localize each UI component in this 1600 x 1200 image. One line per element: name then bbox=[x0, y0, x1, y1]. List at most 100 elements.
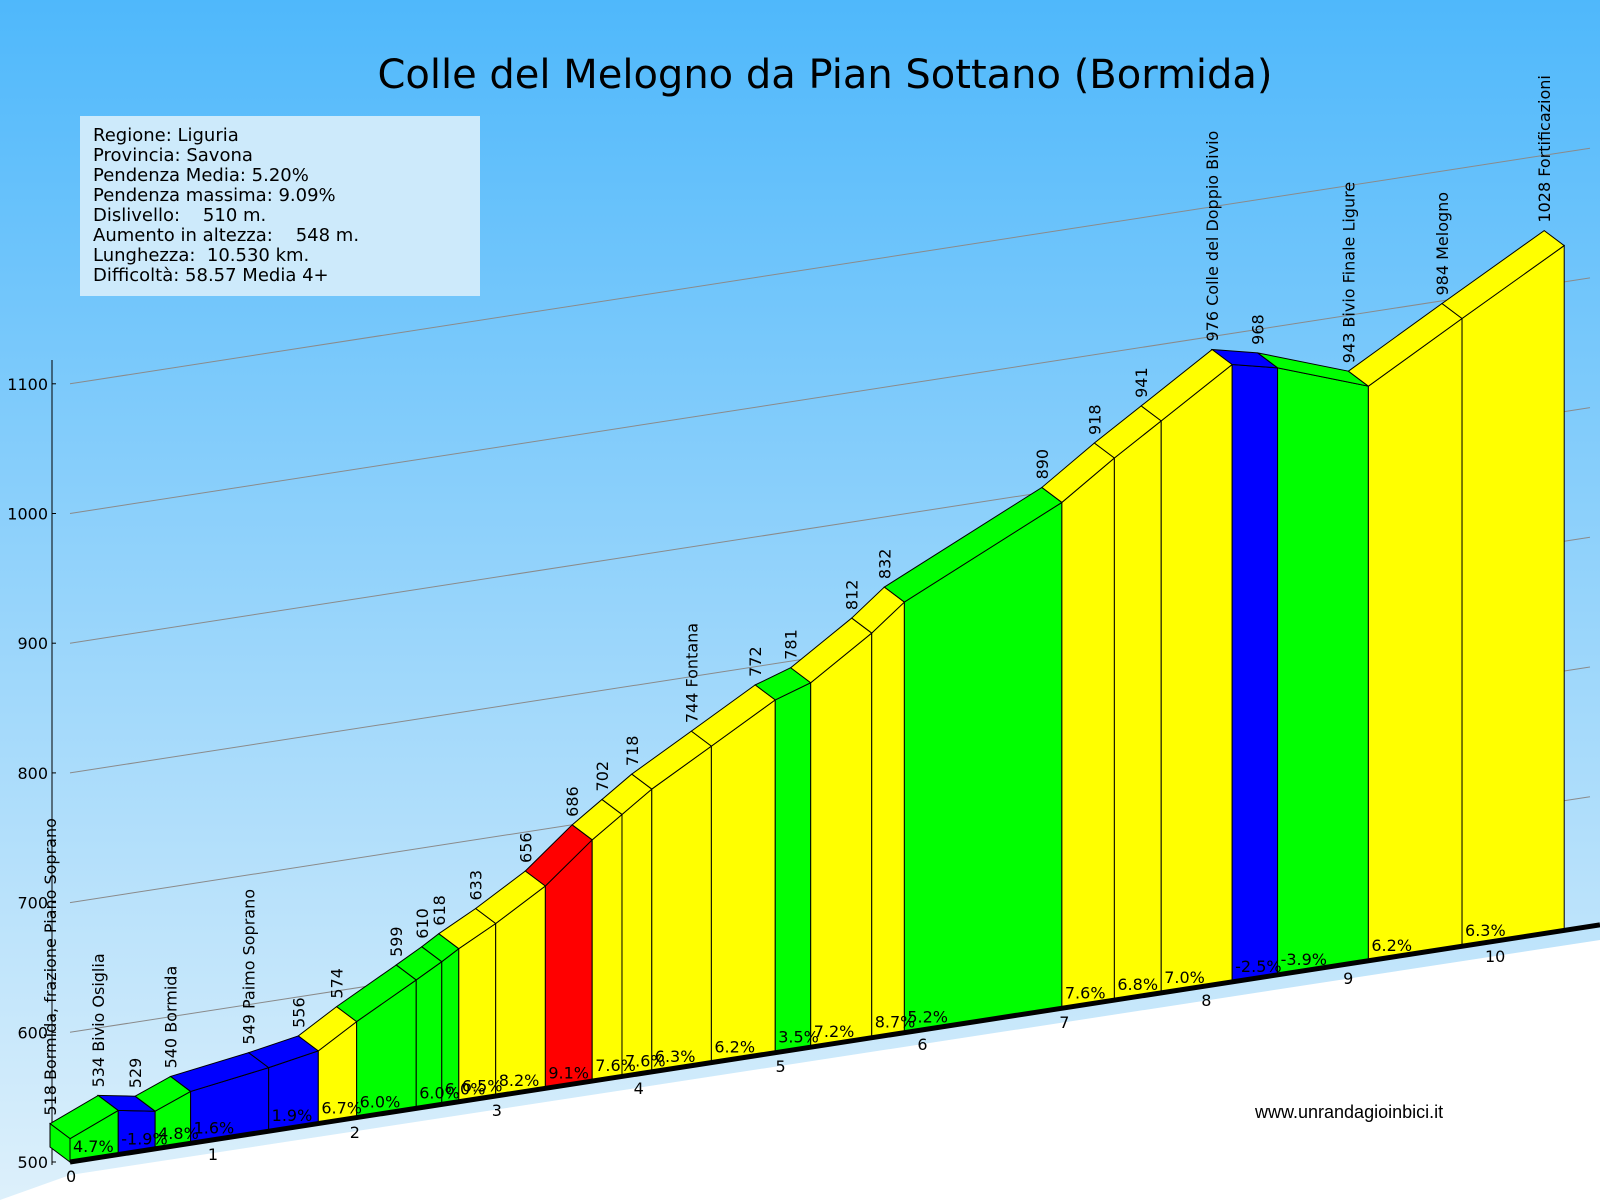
x-tick-label: 5 bbox=[776, 1057, 786, 1076]
grade-label: 6.0% bbox=[360, 1093, 401, 1112]
info-region: Regione: Liguria bbox=[93, 125, 239, 146]
grid-line bbox=[69, 147, 1591, 385]
point-label: 534 Bivio Osiglia bbox=[89, 953, 108, 1087]
grade-label: 3.5% bbox=[778, 1028, 819, 1047]
info-total-climb: Aumento in altezza: 548 m. bbox=[93, 225, 360, 246]
point-label: 941 bbox=[1132, 367, 1151, 398]
point-label: 918 bbox=[1085, 404, 1104, 435]
point-label: 556 bbox=[289, 997, 308, 1028]
point-label: 518 Bormida, frazione Piano Soprano bbox=[41, 818, 60, 1116]
point-label: 618 bbox=[430, 895, 449, 926]
point-label: 718 bbox=[623, 736, 642, 767]
point-label: 610 bbox=[413, 908, 432, 939]
y-tick-label: 900 bbox=[17, 634, 48, 653]
grade-label: 6.0% bbox=[419, 1083, 460, 1102]
website-credit: www.unrandagioinbici.it bbox=[1255, 1102, 1444, 1122]
grade-label: 7.6% bbox=[625, 1051, 666, 1070]
grid-line bbox=[69, 277, 1591, 514]
grade-label: 5.2% bbox=[907, 1008, 948, 1027]
profile-segment-front bbox=[1277, 367, 1369, 976]
profile-segments bbox=[49, 229, 1566, 1163]
x-axis-line bbox=[69, 922, 1600, 1165]
grade-labels: 4.7% -1.9%4.8%1.6%1.9% 6.7%6.0% 6.0%6.0%6.5… bbox=[73, 921, 1506, 1156]
x-tick-label: 6 bbox=[917, 1035, 927, 1054]
point-label: 832 bbox=[875, 549, 894, 580]
grade-label: 6.8% bbox=[1117, 975, 1158, 994]
grade-label: 8.7% bbox=[875, 1013, 916, 1032]
info-elevation-difference: Dislivello: 510 m. bbox=[93, 205, 267, 226]
point-label: 1028 Fortificazioni bbox=[1535, 75, 1554, 222]
profile-segment-front bbox=[1113, 419, 1162, 1001]
info-average-grade: Pendenza Media: 5.20% bbox=[93, 165, 309, 186]
info-max-grade: Pendenza massima: 9.09% bbox=[93, 185, 336, 206]
point-label: 943 Bivio Finale Ligure bbox=[1339, 182, 1358, 363]
profile-segment-front bbox=[458, 922, 497, 1103]
profile-segment-top bbox=[1441, 229, 1566, 320]
y-tick-label: 700 bbox=[17, 894, 48, 913]
point-label: 549 Paimo Soprano bbox=[240, 889, 259, 1045]
profile-segment-front bbox=[591, 813, 623, 1082]
point-label: 574 bbox=[328, 968, 347, 999]
x-tick-label: 3 bbox=[492, 1101, 502, 1120]
x-tick-label: 7 bbox=[1059, 1013, 1069, 1032]
point-label: 744 Fontana bbox=[682, 623, 701, 723]
y-tick-label: 500 bbox=[17, 1153, 48, 1172]
point-label: 890 bbox=[1033, 449, 1052, 480]
point-label: 781 bbox=[782, 629, 801, 660]
y-axis: 500 600 700 800 900 1000 1100 bbox=[7, 360, 56, 1172]
profile-segment-front bbox=[1367, 317, 1463, 962]
profile-segment-front bbox=[871, 600, 905, 1039]
point-label: 599 bbox=[387, 926, 406, 957]
ground-area bbox=[0, 940, 1600, 1200]
grade-label: 8.2% bbox=[499, 1071, 540, 1090]
x-tick-label: 4 bbox=[634, 1079, 644, 1098]
info-box: Regione: Liguria Provincia: Savona Pende… bbox=[80, 116, 480, 296]
x-tick-label: 2 bbox=[350, 1123, 360, 1142]
grade-label: 7.0% bbox=[1164, 968, 1205, 987]
grade-label: 6.3% bbox=[655, 1047, 696, 1066]
grade-label: 6.2% bbox=[714, 1038, 755, 1057]
grade-label: 6.2% bbox=[1371, 936, 1412, 955]
profile-segment-front bbox=[810, 632, 873, 1048]
y-tick-label: 1100 bbox=[7, 375, 48, 394]
grade-label: 1.9% bbox=[272, 1106, 313, 1125]
profile-segment-front bbox=[1160, 363, 1233, 994]
grade-label: -2.5% bbox=[1235, 957, 1281, 976]
point-label: 529 bbox=[126, 1058, 145, 1089]
grade-label: 7.6% bbox=[1065, 983, 1106, 1002]
point-label: 968 bbox=[1249, 314, 1268, 345]
profile-segment-front bbox=[1461, 244, 1565, 947]
profile-start-cap bbox=[49, 1122, 71, 1163]
grade-label: 9.1% bbox=[548, 1063, 589, 1082]
grade-label: 7.2% bbox=[814, 1022, 855, 1041]
grade-label: 1.6% bbox=[194, 1118, 235, 1137]
profile-segment-front bbox=[774, 681, 812, 1054]
grade-label: 4.7% bbox=[73, 1137, 114, 1156]
point-label: 633 bbox=[467, 870, 486, 901]
profile-segment-front bbox=[1061, 456, 1115, 1009]
x-axis: 0 1 2 3 4 5 6 7 8 9 10 bbox=[66, 922, 1600, 1186]
point-labels: 518 Bormida, frazione Piano Soprano 534 B… bbox=[41, 75, 1554, 1115]
chart-title: Colle del Melogno da Pian Sottano (Bormi… bbox=[377, 52, 1273, 98]
x-tick-label: 9 bbox=[1343, 969, 1353, 988]
grade-label: -1.9% bbox=[121, 1130, 167, 1149]
x-tick-label: 0 bbox=[66, 1167, 76, 1186]
grade-label: 6.5% bbox=[462, 1077, 503, 1096]
point-label: 656 bbox=[516, 832, 535, 863]
point-label: 702 bbox=[593, 761, 612, 792]
grade-label: 6.7% bbox=[321, 1099, 362, 1118]
point-label: 772 bbox=[746, 646, 765, 677]
point-label: 686 bbox=[563, 786, 582, 817]
y-tick-label: 1000 bbox=[7, 505, 48, 524]
grade-label: 6.0% bbox=[445, 1079, 486, 1098]
info-length: Lunghezza: 10.530 km. bbox=[93, 245, 310, 266]
y-tick-label: 600 bbox=[17, 1023, 48, 1042]
grade-label: 6.3% bbox=[1465, 921, 1506, 940]
x-tick-label: 1 bbox=[208, 1145, 218, 1164]
profile-segment-front bbox=[1231, 363, 1279, 983]
grade-label: 7.6% bbox=[595, 1056, 636, 1075]
point-label: 540 Bormida bbox=[162, 966, 181, 1069]
point-label: 812 bbox=[843, 580, 862, 611]
grade-label: 4.8% bbox=[158, 1124, 199, 1143]
